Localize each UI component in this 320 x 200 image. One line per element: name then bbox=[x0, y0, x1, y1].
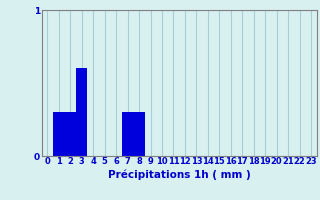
Bar bbox=[53, 112, 65, 156]
Bar bbox=[122, 112, 133, 156]
Bar bbox=[133, 112, 145, 156]
X-axis label: Précipitations 1h ( mm ): Précipitations 1h ( mm ) bbox=[108, 169, 251, 180]
Bar bbox=[65, 112, 76, 156]
Bar bbox=[76, 68, 87, 156]
